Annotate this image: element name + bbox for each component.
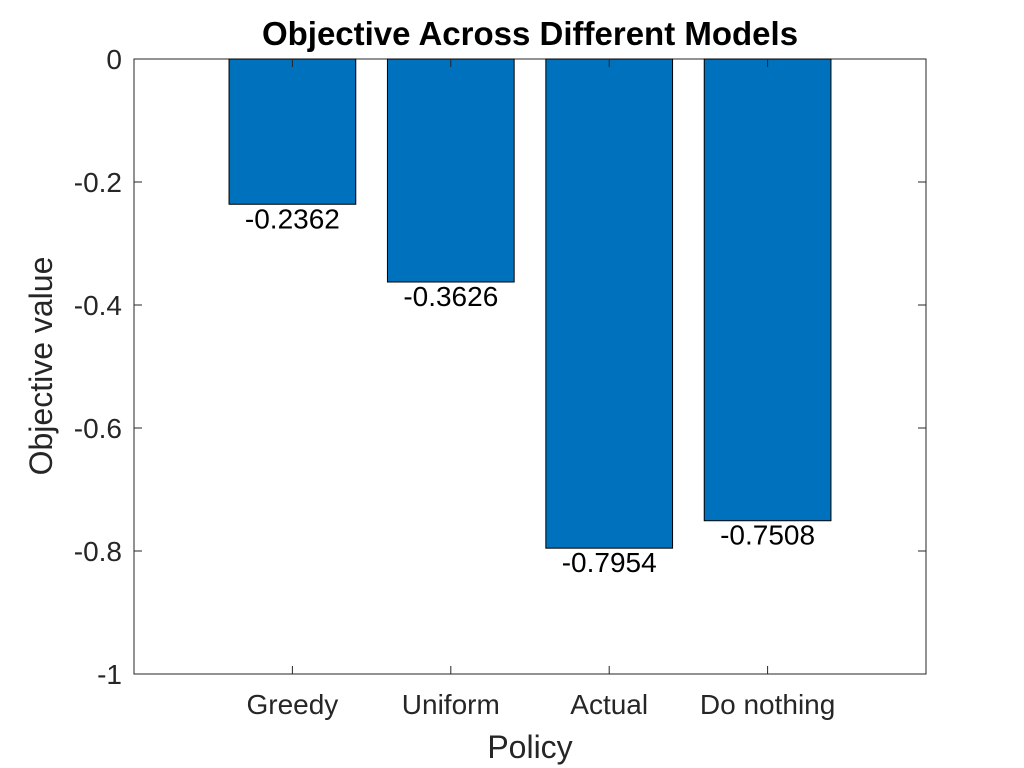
ticks-group	[134, 58, 926, 675]
x-tick-label: Do nothing	[700, 689, 835, 720]
data-label: -0.2362	[245, 203, 340, 234]
chart-title: Objective Across Different Models	[262, 15, 798, 52]
x-tick-label: Greedy	[246, 689, 338, 720]
y-tick-label: -0.4	[74, 290, 122, 321]
bar-greedy	[228, 58, 357, 205]
x-axis-label: Policy	[487, 729, 572, 765]
labels-group: -0.2362 Greedy -0.3626 Uniform -0.7954 Actual…	[74, 44, 836, 720]
bars-group	[228, 58, 832, 549]
y-tick-label: -1	[97, 659, 122, 690]
x-tick-label: Uniform	[402, 689, 500, 720]
y-axis-label: Objective value	[23, 257, 59, 476]
data-label: -0.3626	[403, 281, 498, 312]
bar-do-nothing	[703, 58, 832, 522]
data-label: -0.7508	[720, 520, 815, 551]
bar-actual	[545, 58, 674, 549]
bar-uniform	[386, 58, 515, 283]
x-tick-label: Actual	[570, 689, 648, 720]
y-tick-label: -0.6	[74, 413, 122, 444]
y-tick-label: -0.2	[74, 167, 122, 198]
y-tick-label: 0	[106, 44, 122, 75]
data-label: -0.7954	[562, 547, 657, 578]
y-tick-label: -0.8	[74, 536, 122, 567]
